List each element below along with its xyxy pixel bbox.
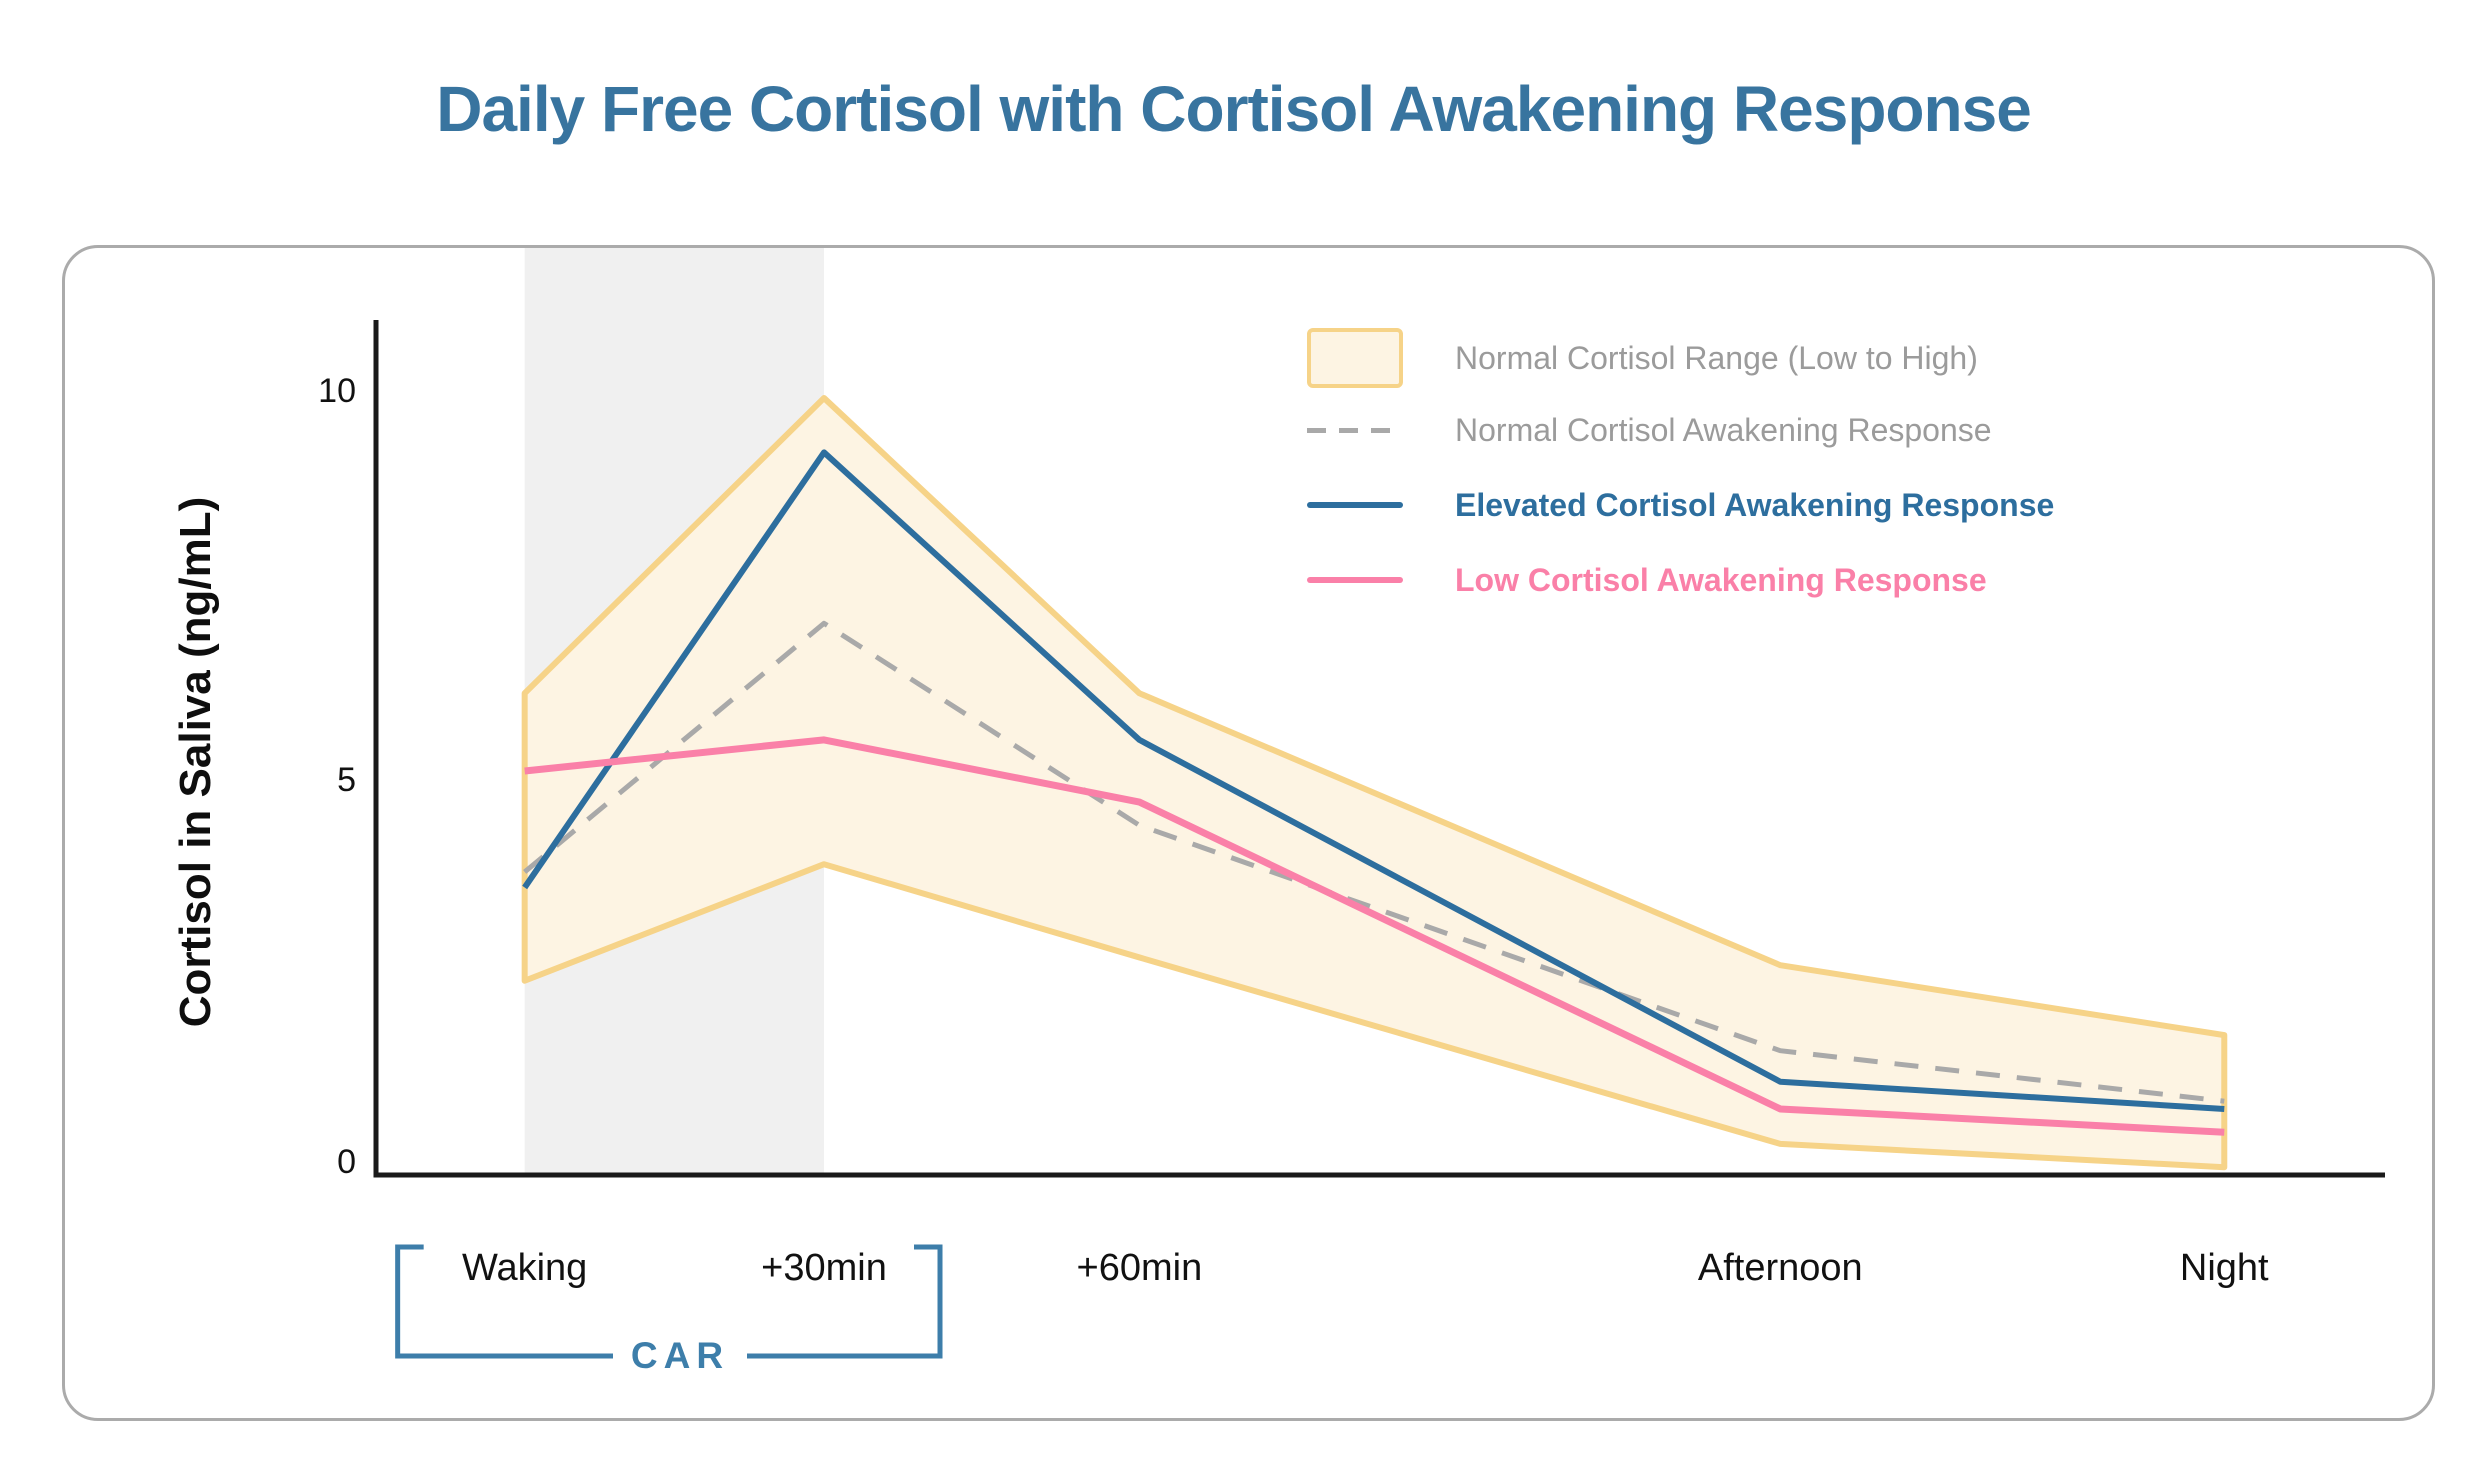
x-label-60min: +60min (1076, 1247, 1203, 1289)
x-label-waking: Waking (462, 1247, 588, 1289)
legend-label-elevated-car: Elevated Cortisol Awakening Response (1455, 486, 2055, 523)
legend-label-normal-range: Normal Cortisol Range (Low to High) (1455, 339, 1978, 376)
legend-item-normal-range: Normal Cortisol Range (Low to High) (1307, 326, 1978, 390)
car-bracket-label: CAR (630, 1335, 730, 1376)
normal-range-swatch (1307, 328, 1403, 388)
legend-label-low-car: Low Cortisol Awakening Response (1455, 561, 1987, 598)
x-label-night: Night (2179, 1247, 2269, 1289)
x-label-afternoon: Afternoon (1697, 1247, 1863, 1289)
legend-item-normal-car: Normal Cortisol Awakening Response (1307, 398, 1992, 462)
y-tick-0: 0 (337, 1143, 356, 1181)
elevated-car-line (522, 449, 2225, 1112)
y-tick-10: 10 (318, 372, 356, 410)
elevated-car-line-swatch (1307, 502, 1403, 508)
y-tick-5: 5 (337, 760, 356, 799)
chart-title: Daily Free Cortisol with Cortisol Awaken… (436, 73, 2032, 145)
y-axis-label: Cortisol in Saliva (ng/mL) (171, 496, 220, 1028)
x-label-30min: +30min (761, 1247, 887, 1289)
legend-label-normal-car: Normal Cortisol Awakening Response (1455, 411, 1992, 448)
normal-car-line (523, 620, 2225, 1104)
low-car-line (524, 736, 2225, 1136)
low-car-line-swatch (1307, 577, 1403, 583)
car-bracket (395, 1244, 943, 1359)
normal-car-dashed-swatch (1307, 427, 1403, 433)
legend-item-low-car: Low Cortisol Awakening Response (1307, 548, 1987, 612)
legend-item-elevated-car: Elevated Cortisol Awakening Response (1307, 473, 2054, 537)
normal-range-band (521, 395, 2228, 1171)
